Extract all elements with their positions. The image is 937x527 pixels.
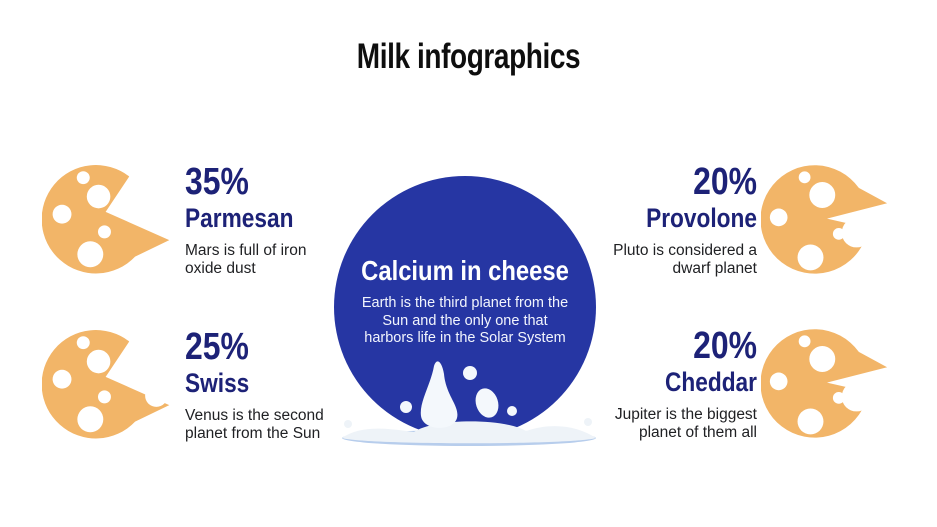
percent-value: 25% [185, 326, 249, 368]
percent-value: 35% [185, 161, 249, 203]
item-text-block: 20% Cheddar Jupiter is the biggest plane… [597, 327, 757, 441]
description-line: Mars is full of iron [185, 242, 307, 259]
cheese-wedge-icon [42, 165, 170, 274]
description-line: dwarf planet [672, 259, 757, 277]
cheese-bite-icon [42, 330, 170, 439]
cheese-name: Cheddar [664, 367, 757, 397]
item-description: Pluto is considered a dwarf planet [597, 242, 757, 277]
description-line: Venus is the second [185, 407, 324, 424]
cheese-name: Swiss [185, 368, 250, 398]
cheese-wedge-icon [761, 329, 888, 438]
description-line: oxide dust [185, 259, 256, 277]
percent-value: 20% [693, 325, 757, 367]
circle-description-line: harbors life in the Solar System [364, 330, 566, 346]
infographic-item-cheddar: 20% Cheddar Jupiter is the biggest plane… [597, 322, 909, 474]
item-text-block: 35% Parmesan Mars is full of iron oxide … [185, 163, 345, 277]
infographic-item-provolone: 20% Provolone Pluto is considered a dwar… [597, 158, 909, 310]
item-description: Mars is full of iron oxide dust [185, 242, 345, 277]
item-description: Venus is the second planet from the Sun [185, 407, 345, 442]
description-line: planet from the Sun [185, 424, 321, 442]
circle-description-line: Earth is the third planet from the [361, 295, 569, 311]
description-line: Jupiter is the biggest [614, 406, 757, 423]
infographic-item-swiss: 25% Swiss Venus is the second planet fro… [42, 323, 354, 475]
item-text-block: 25% Swiss Venus is the second planet fro… [185, 328, 345, 442]
cheese-name: Provolone [646, 203, 757, 233]
description-line: planet of them all [638, 423, 757, 441]
circle-description-line: Sun and the only one that [382, 312, 548, 329]
center-circle: Calcium in cheese Earth is the third pla… [334, 176, 596, 438]
percent-value: 20% [693, 161, 757, 203]
page-title: Milk infographics [356, 37, 581, 76]
cheese-wedge-icon [761, 165, 888, 274]
cheese-name: Parmesan [185, 203, 294, 233]
item-description: Jupiter is the biggest planet of them al… [597, 406, 757, 441]
circle-heading: Calcium in cheese [361, 255, 569, 286]
description-line: Pluto is considered a [613, 242, 757, 259]
infographic-item-parmesan: 35% Parmesan Mars is full of iron oxide … [42, 158, 354, 310]
circle-description: Earth is the third planet from the Sun a… [334, 295, 596, 348]
milk-splash-icon [342, 361, 596, 446]
item-text-block: 20% Provolone Pluto is considered a dwar… [597, 163, 757, 277]
